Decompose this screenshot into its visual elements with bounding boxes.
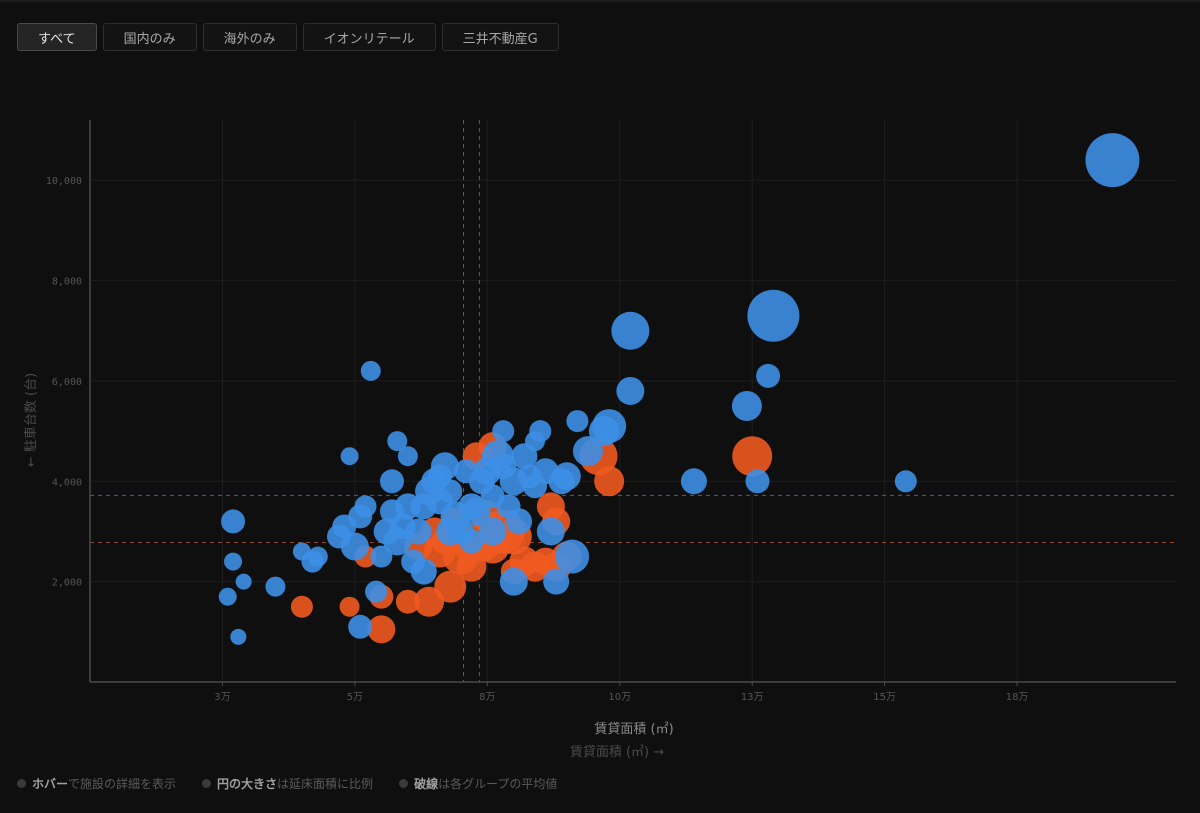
bubble-blue bbox=[397, 446, 418, 467]
bubble-blue bbox=[499, 567, 528, 596]
bubble-blue bbox=[506, 508, 533, 535]
bubble-blue bbox=[756, 363, 781, 388]
legend-item-hover: ホバーで施設の詳細を表示 bbox=[17, 775, 176, 792]
bubble-blue bbox=[370, 545, 393, 568]
bubble-blue bbox=[529, 420, 552, 443]
bubble-blue bbox=[572, 436, 603, 467]
bubble-orange bbox=[367, 615, 396, 644]
bullet-icon bbox=[202, 779, 212, 788]
y-tick-label: 10,000 bbox=[46, 176, 82, 187]
bubble-blue bbox=[265, 576, 286, 597]
bubble-blue bbox=[221, 509, 246, 534]
y-tick-label: 6,000 bbox=[52, 377, 82, 388]
bubble-blue bbox=[224, 552, 243, 571]
bubble-orange bbox=[395, 589, 420, 614]
y-tick-label: 2,000 bbox=[52, 578, 82, 589]
bubble-blue bbox=[427, 464, 452, 489]
filter-all-button[interactable]: すべて bbox=[17, 23, 97, 51]
bullet-icon bbox=[399, 779, 409, 788]
bubble-blue bbox=[611, 311, 650, 350]
bubble-orange bbox=[290, 595, 313, 618]
bubble-blue bbox=[592, 409, 627, 444]
x-tick-label: 8万 bbox=[479, 692, 495, 703]
bubble-blue bbox=[348, 614, 373, 639]
x-tick-label: 15万 bbox=[873, 692, 896, 703]
bubble-blue bbox=[307, 546, 328, 567]
bubble-blue bbox=[218, 587, 237, 606]
bubble-blue bbox=[379, 469, 404, 494]
bubble-orange bbox=[594, 466, 625, 497]
legend-item-size: 円の大きさは延床面積に比例 bbox=[202, 775, 373, 792]
bubbles bbox=[218, 133, 1140, 645]
bubble-blue bbox=[492, 420, 515, 443]
bubble-blue bbox=[680, 468, 707, 495]
bullet-icon bbox=[17, 779, 26, 788]
bubble-blue bbox=[566, 410, 589, 433]
legend: ホバーで施設の詳細を表示 円の大きさは延床面積に比例 破線は各グループの平均値 bbox=[17, 775, 557, 792]
legend-item-dashed: 破線は各グループの平均値 bbox=[399, 775, 557, 792]
top-border bbox=[0, 0, 1200, 2]
bubble-blue bbox=[543, 568, 570, 595]
x-axis-label: 賃貸面積 (㎡) bbox=[594, 721, 673, 737]
y-axis-label: ← 駐車台数 (台) bbox=[24, 373, 39, 467]
bubble-blue bbox=[354, 495, 377, 518]
bubble-blue bbox=[387, 431, 408, 452]
bubble-blue bbox=[745, 469, 770, 494]
x-axis-label-secondary: 賃貸面積 (㎡) → bbox=[570, 744, 664, 760]
bubble-blue bbox=[894, 470, 917, 493]
bubble-blue bbox=[340, 532, 369, 561]
bubble-blue bbox=[436, 517, 465, 546]
y-tick-label: 4,000 bbox=[52, 477, 82, 488]
bubble-blue bbox=[365, 580, 388, 603]
bubble-blue bbox=[458, 493, 485, 520]
mean-lines bbox=[90, 120, 1176, 682]
bubble-blue bbox=[459, 529, 484, 554]
bubble-blue bbox=[360, 360, 381, 381]
bubble-orange bbox=[536, 492, 565, 521]
bubble-blue bbox=[536, 517, 565, 546]
bubble-blue bbox=[616, 376, 645, 405]
filter-mitsui-fudosan-button[interactable]: 三井不動産G bbox=[441, 23, 559, 51]
filter-aeon-retail-button[interactable]: イオンリテール bbox=[302, 23, 436, 51]
bubble-blue bbox=[389, 513, 416, 540]
bubble-blue bbox=[731, 391, 762, 422]
filter-domestic-button[interactable]: 国内のみ bbox=[102, 23, 197, 51]
bubble-blue bbox=[230, 628, 247, 645]
bubble-blue bbox=[552, 462, 581, 491]
x-tick-label: 10万 bbox=[608, 692, 631, 703]
axes: 2,000 4,000 6,000 8,000 10,000 3万 5万 8万 10万 13万 15… bbox=[46, 120, 1176, 703]
bubble-blue bbox=[478, 517, 507, 546]
filter-bar: すべて 国内のみ 海外のみ イオンリテール 三井不動産G bbox=[17, 23, 559, 51]
bubble-blue bbox=[410, 558, 437, 585]
bubble-blue bbox=[555, 539, 590, 574]
x-tick-label: 13万 bbox=[741, 692, 764, 703]
y-tick-label: 8,000 bbox=[52, 277, 82, 288]
x-tick-label: 18万 bbox=[1006, 692, 1029, 703]
bubble-blue bbox=[1085, 133, 1140, 188]
bubble-blue bbox=[747, 289, 800, 342]
bubble-orange bbox=[339, 596, 360, 617]
x-tick-label: 5万 bbox=[347, 692, 363, 703]
bubble-blue bbox=[235, 573, 252, 590]
bubble-blue bbox=[340, 447, 359, 466]
bubble-blue bbox=[410, 493, 437, 520]
bubble-orange bbox=[434, 570, 467, 603]
bubble-orange bbox=[732, 436, 773, 477]
x-tick-label: 3万 bbox=[214, 692, 230, 703]
filter-overseas-button[interactable]: 海外のみ bbox=[202, 23, 297, 51]
